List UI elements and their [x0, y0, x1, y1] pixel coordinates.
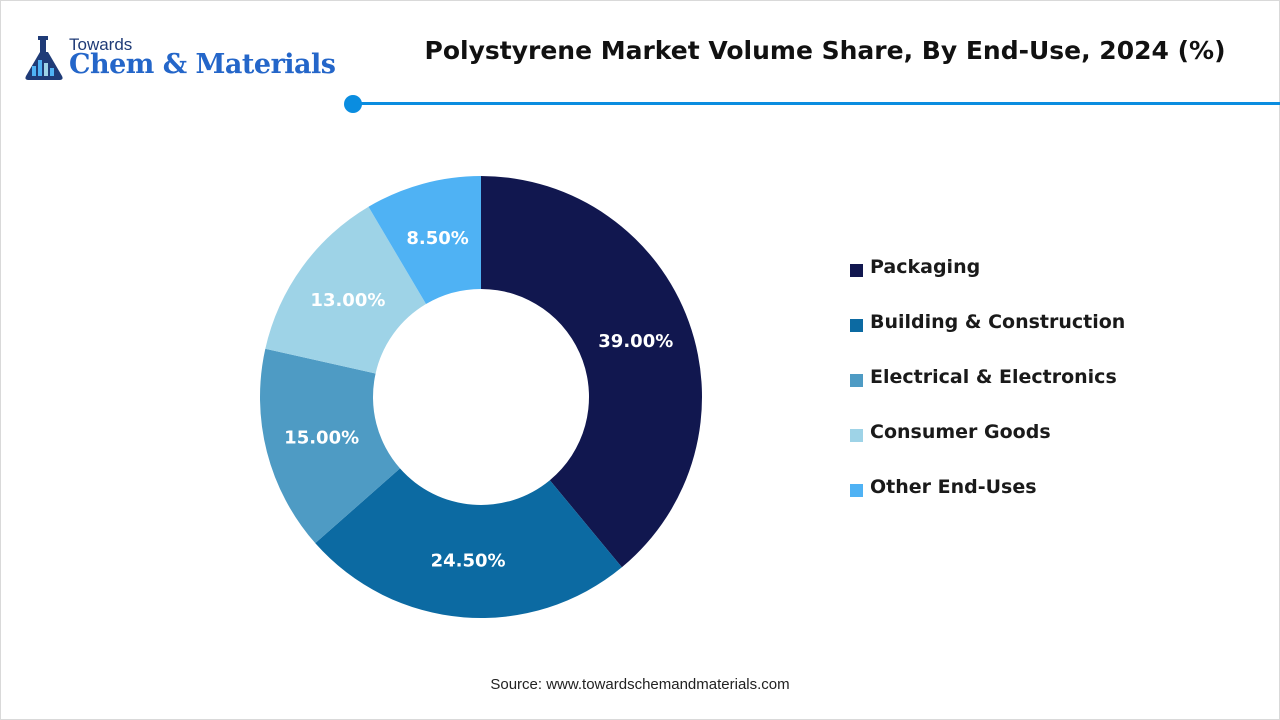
legend-swatch [850, 319, 863, 332]
legend-item-building-and-construction: Building & Construction [850, 311, 1125, 366]
legend-item-packaging: Packaging [850, 256, 1125, 311]
logo-main-text: Chem & Materials [69, 49, 336, 80]
legend-label: Building & Construction [870, 311, 1126, 333]
slice-other-end-uses [368, 176, 481, 305]
data-label-packaging: 39.00% [598, 331, 673, 352]
legend-item-other-end-uses: Other End-Uses [850, 476, 1125, 531]
chart-legend: Packaging Building & Construction Electric… [850, 256, 1125, 531]
legend-label: Electrical & Electronics [870, 366, 1117, 388]
slice-electrical-and-electronics [260, 348, 400, 544]
title-rule-dot [344, 95, 362, 113]
data-label-building-and-construction: 24.50% [431, 550, 506, 571]
legend-item-consumer-goods: Consumer Goods [850, 421, 1125, 476]
source-note: Source: www.towardschemandmaterials.com [490, 676, 790, 693]
legend-item-electrical-and-electronics: Electrical & Electronics [850, 366, 1125, 421]
data-label-electrical-and-electronics: 15.00% [284, 427, 359, 448]
legend-label: Consumer Goods [870, 421, 1051, 443]
logo-towards-text: Towards [69, 35, 133, 54]
legend-swatch [850, 374, 863, 387]
legend-swatch [850, 484, 863, 497]
legend-swatch [850, 429, 863, 442]
title-rule-line [356, 102, 1280, 105]
chart-title: Polystyrene Market Volume Share, By End-… [424, 36, 1226, 65]
legend-label: Packaging [870, 256, 981, 278]
brand-logo: Towards Chem & Materials [22, 34, 342, 90]
legend-swatch [850, 264, 863, 277]
flask-logo-icon [25, 36, 63, 80]
data-label-other-end-uses: 8.50% [406, 228, 468, 249]
data-label-consumer-goods: 13.00% [310, 290, 385, 311]
slice-packaging [481, 176, 703, 568]
slice-building-and-construction [315, 468, 622, 619]
slice-consumer-goods [265, 206, 427, 374]
legend-label: Other End-Uses [870, 476, 1037, 498]
